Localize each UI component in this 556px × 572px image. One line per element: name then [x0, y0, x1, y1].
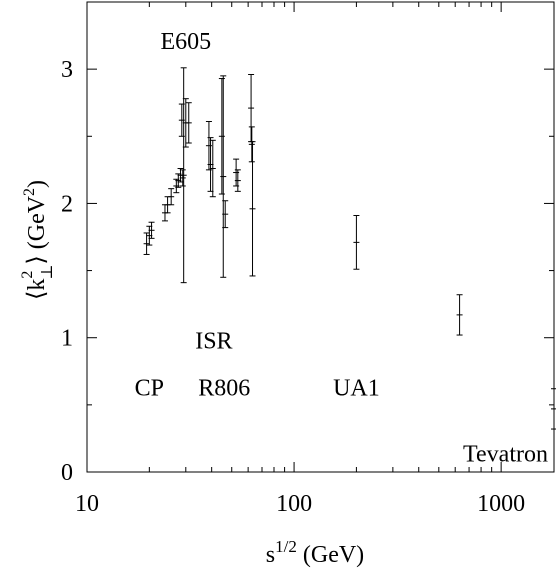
data-point — [218, 78, 225, 195]
data-point — [185, 102, 192, 144]
y-tick-label: 2 — [61, 191, 73, 217]
y-axis-title-unit-exponent: 2 — [21, 188, 38, 196]
data-point — [148, 221, 155, 239]
data-point — [143, 232, 150, 255]
x-axis-title: s1/2 (GeV) — [266, 537, 364, 568]
y-tick-label: 0 — [61, 460, 73, 486]
x-axis-title-exponent: 1/2 — [275, 537, 297, 556]
experiment-label: ISR — [195, 328, 232, 354]
plot-frame — [86, 1, 555, 473]
data-point — [179, 169, 186, 187]
x-axis-title-unit: (GeV) — [297, 542, 364, 568]
plot-border — [86, 1, 555, 473]
data-point — [168, 188, 175, 206]
data-point — [234, 169, 241, 192]
y-axis-title-k-subscript: ⊥ — [39, 265, 56, 280]
x-tick-label: 10 — [75, 491, 99, 517]
y-axis-title-unit-end: ) — [24, 180, 50, 188]
data-point — [456, 294, 463, 336]
data-point — [353, 215, 360, 270]
data-point — [248, 126, 255, 163]
y-axis-title-k-exponent: 2 — [19, 271, 36, 279]
data-point — [178, 103, 185, 137]
y-axis-title-k: k — [24, 279, 50, 291]
axis-ticks: 10 100 1000 0 1 2 3 — [61, 2, 554, 517]
y-axis-title: ⟨k2 ⊥⟩ (GeV2) — [19, 180, 56, 300]
data-point — [248, 74, 255, 143]
x-tick-label: 1000 — [477, 491, 525, 517]
experiment-label: CP — [135, 375, 164, 401]
data-point — [551, 388, 556, 430]
y-axis-title-unit: (GeV — [24, 195, 50, 255]
data-point — [249, 141, 256, 277]
experiment-labels: E605 ISR CP R806 UA1 Tevatron — [135, 29, 548, 467]
experiment-label: UA1 — [333, 375, 380, 401]
experiment-label: Tevatron — [463, 441, 548, 467]
y-tick-label: 3 — [61, 57, 73, 83]
y-tick-label: 1 — [61, 326, 73, 352]
experiment-label: R806 — [198, 375, 250, 401]
experiment-label: E605 — [160, 29, 211, 55]
y-axis-title-group: ⟨k2 ⊥⟩ (GeV2) — [19, 180, 56, 300]
data-point — [220, 75, 227, 278]
data-point — [209, 139, 216, 198]
x-tick-label: 100 — [276, 491, 312, 517]
data-point — [222, 200, 229, 229]
data-points — [143, 67, 556, 430]
x-axis-title-base: s — [266, 542, 275, 568]
